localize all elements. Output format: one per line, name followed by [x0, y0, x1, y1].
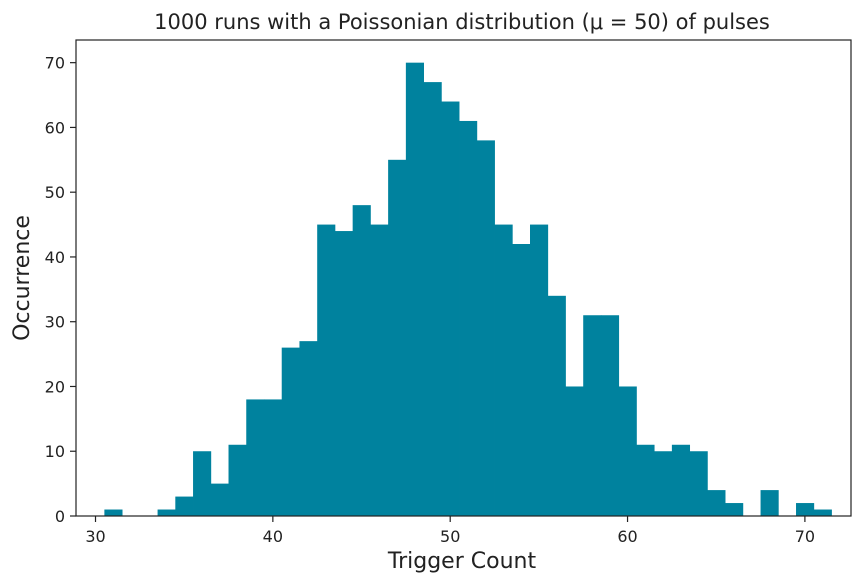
histogram-bar [281, 347, 300, 516]
histogram-bar [246, 399, 265, 516]
histogram-bar [334, 231, 354, 517]
histogram-bar [388, 159, 407, 517]
histogram-bar [689, 451, 708, 516]
histogram-bar [796, 503, 815, 516]
histogram-bar [530, 224, 549, 517]
bars-group [104, 62, 832, 517]
x-axis-ticks: 30 40 50 60 70 [85, 516, 815, 546]
x-axis-label: Trigger Count [387, 549, 537, 574]
histogram-bar [352, 205, 371, 516]
x-tick-label: 70 [795, 527, 815, 546]
x-tick-label: 60 [617, 527, 637, 546]
histogram-bar [228, 444, 247, 516]
histogram-bar [441, 101, 460, 517]
histogram-bar [512, 244, 531, 516]
histogram-bar [707, 490, 726, 516]
histogram-bar [263, 399, 283, 516]
histogram-bar [157, 509, 176, 516]
histogram-bar [565, 386, 584, 516]
y-tick-label: 70 [45, 54, 65, 73]
histogram-bar [654, 451, 673, 516]
y-tick-label: 20 [45, 377, 65, 396]
histogram-bar [671, 444, 691, 516]
histogram-bar [317, 224, 336, 517]
y-tick-label: 30 [45, 313, 65, 332]
histogram-bar [760, 490, 779, 516]
x-tick-label: 30 [85, 527, 105, 546]
histogram-bar [494, 224, 513, 517]
histogram-bar [547, 295, 566, 516]
histogram-bar [423, 82, 442, 516]
plot-frame [75, 39, 852, 517]
histogram-bar [299, 341, 318, 516]
histogram-bar [618, 386, 637, 516]
histogram-bar [210, 483, 229, 516]
histogram-bar [813, 509, 832, 516]
y-tick-label: 10 [45, 442, 65, 461]
histogram-bar [459, 120, 478, 516]
histogram-bar [370, 224, 389, 517]
histogram-bar [405, 62, 424, 517]
histogram-bar [636, 444, 655, 516]
histogram-bar [583, 315, 602, 516]
histogram-bar [104, 509, 123, 516]
histogram-bar [175, 496, 194, 516]
y-tick-label: 50 [45, 183, 65, 202]
x-tick-label: 40 [263, 527, 283, 546]
y-axis-label: Occurrence [10, 215, 35, 341]
y-tick-label: 60 [45, 118, 65, 137]
y-tick-label: 40 [45, 248, 65, 267]
histogram-bar [725, 503, 744, 516]
y-axis-ticks: 0 10 20 30 40 50 60 70 [45, 54, 76, 526]
histogram-bar [193, 451, 212, 516]
x-tick-label: 50 [440, 527, 460, 546]
y-tick-label: 0 [55, 507, 65, 526]
histogram-bar [600, 315, 620, 516]
histogram-bar [476, 140, 495, 516]
chart-title: 1000 runs with a Poissonian distribution… [154, 10, 770, 34]
